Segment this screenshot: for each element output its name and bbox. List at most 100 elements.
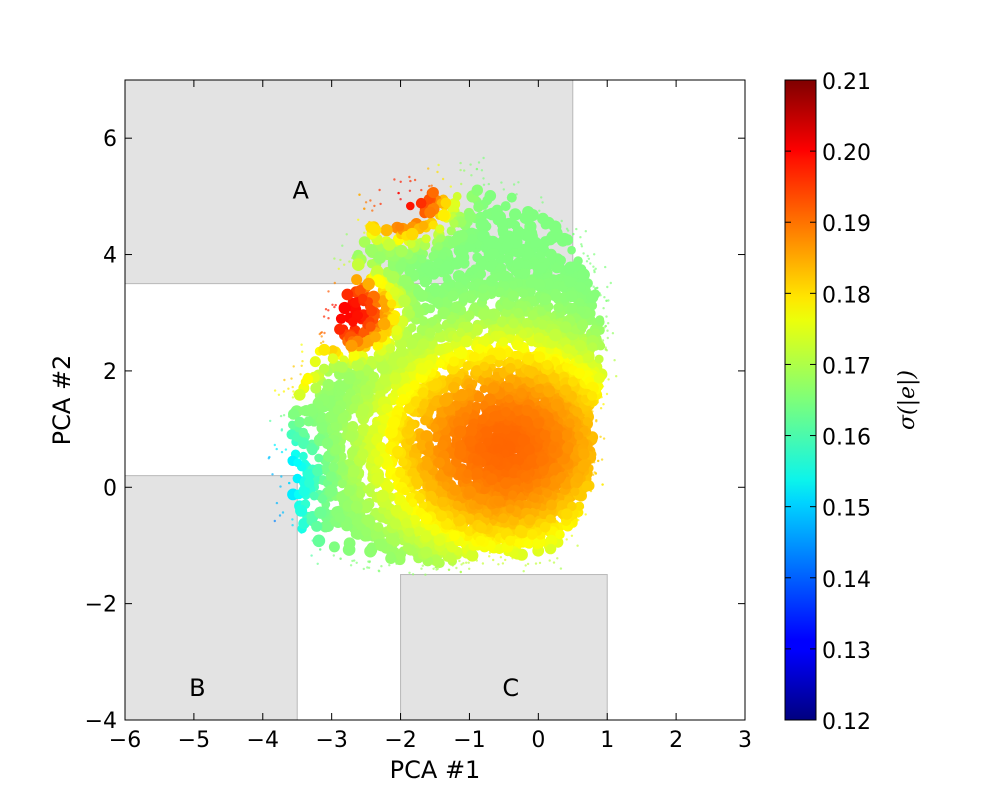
data-point (515, 548, 528, 561)
data-point (540, 219, 551, 230)
data-point (432, 297, 444, 308)
data-point (365, 321, 376, 332)
data-point (463, 169, 466, 172)
data-point (390, 351, 400, 361)
data-point (594, 354, 604, 364)
data-point (491, 435, 504, 449)
data-point (480, 400, 489, 409)
data-point (381, 304, 390, 313)
x-tick-label: −1 (453, 728, 485, 753)
data-point (448, 235, 461, 249)
data-point (470, 323, 483, 336)
data-point (511, 557, 514, 560)
region-label-layer: AB C (189, 177, 519, 702)
data-point (607, 378, 610, 381)
data-point (376, 361, 390, 375)
data-point (530, 236, 542, 248)
data-point (546, 543, 556, 554)
data-point (301, 350, 304, 353)
data-point (464, 513, 476, 525)
data-point (358, 193, 361, 196)
data-point (520, 260, 529, 269)
data-point (475, 535, 486, 546)
data-point (424, 206, 436, 219)
data-point (421, 459, 433, 471)
data-point (362, 514, 375, 527)
colorbar-tick-label: 0.19 (822, 212, 871, 237)
data-point (554, 303, 564, 313)
data-point (421, 234, 431, 244)
colorbar-tick-label: 0.20 (822, 141, 871, 166)
data-point (447, 290, 459, 302)
data-point (573, 472, 584, 483)
data-point (404, 425, 414, 435)
data-point (448, 381, 460, 394)
data-point (490, 410, 501, 422)
x-axis-label: PCA #1 (390, 756, 481, 784)
data-point (533, 553, 537, 556)
colorbar-tick-label: 0.15 (822, 497, 871, 522)
data-point (432, 567, 435, 570)
data-point (440, 197, 452, 209)
data-point (388, 564, 391, 567)
data-point (570, 261, 581, 272)
data-point (510, 351, 519, 360)
data-point (351, 394, 361, 405)
data-point (437, 163, 440, 167)
data-point (500, 201, 511, 212)
data-point (449, 185, 452, 188)
data-point (310, 554, 313, 557)
data-point (522, 353, 535, 365)
data-point (605, 299, 608, 302)
data-point (565, 290, 578, 303)
data-point (423, 359, 434, 370)
data-point (543, 385, 556, 398)
data-point (430, 554, 442, 567)
data-point (395, 261, 407, 273)
data-point (343, 485, 356, 497)
data-point (376, 442, 386, 452)
data-point (470, 264, 480, 274)
data-point (532, 417, 545, 429)
data-point (451, 260, 461, 270)
data-point (349, 403, 359, 412)
data-point (518, 288, 529, 299)
data-point (339, 258, 342, 262)
data-point (389, 286, 400, 297)
data-point (504, 558, 507, 562)
data-point (556, 557, 559, 560)
data-point (356, 489, 366, 499)
data-point (406, 227, 419, 241)
data-point (278, 514, 282, 517)
data-point (482, 508, 492, 518)
data-point (431, 433, 441, 443)
data-point (508, 235, 518, 245)
data-point (322, 315, 326, 318)
data-point (362, 567, 365, 571)
data-point (446, 314, 457, 325)
data-point (288, 481, 291, 485)
data-point (609, 281, 612, 285)
data-point (332, 554, 335, 557)
data-point (356, 403, 370, 417)
data-point (601, 339, 605, 342)
data-point (362, 277, 375, 291)
data-point (351, 274, 363, 286)
data-point (550, 289, 561, 300)
data-point (486, 354, 496, 364)
data-point (525, 276, 538, 289)
data-point (347, 421, 359, 432)
data-point (349, 564, 353, 567)
data-point (299, 373, 302, 376)
data-point (333, 281, 336, 285)
data-point (408, 175, 411, 179)
data-point (502, 188, 505, 191)
data-point (498, 337, 509, 347)
data-point (420, 530, 432, 543)
data-point (591, 433, 595, 437)
data-point (380, 224, 393, 237)
y-tick-label: 2 (103, 360, 117, 385)
data-point (530, 493, 540, 503)
data-point (453, 244, 466, 257)
data-point (387, 416, 400, 429)
